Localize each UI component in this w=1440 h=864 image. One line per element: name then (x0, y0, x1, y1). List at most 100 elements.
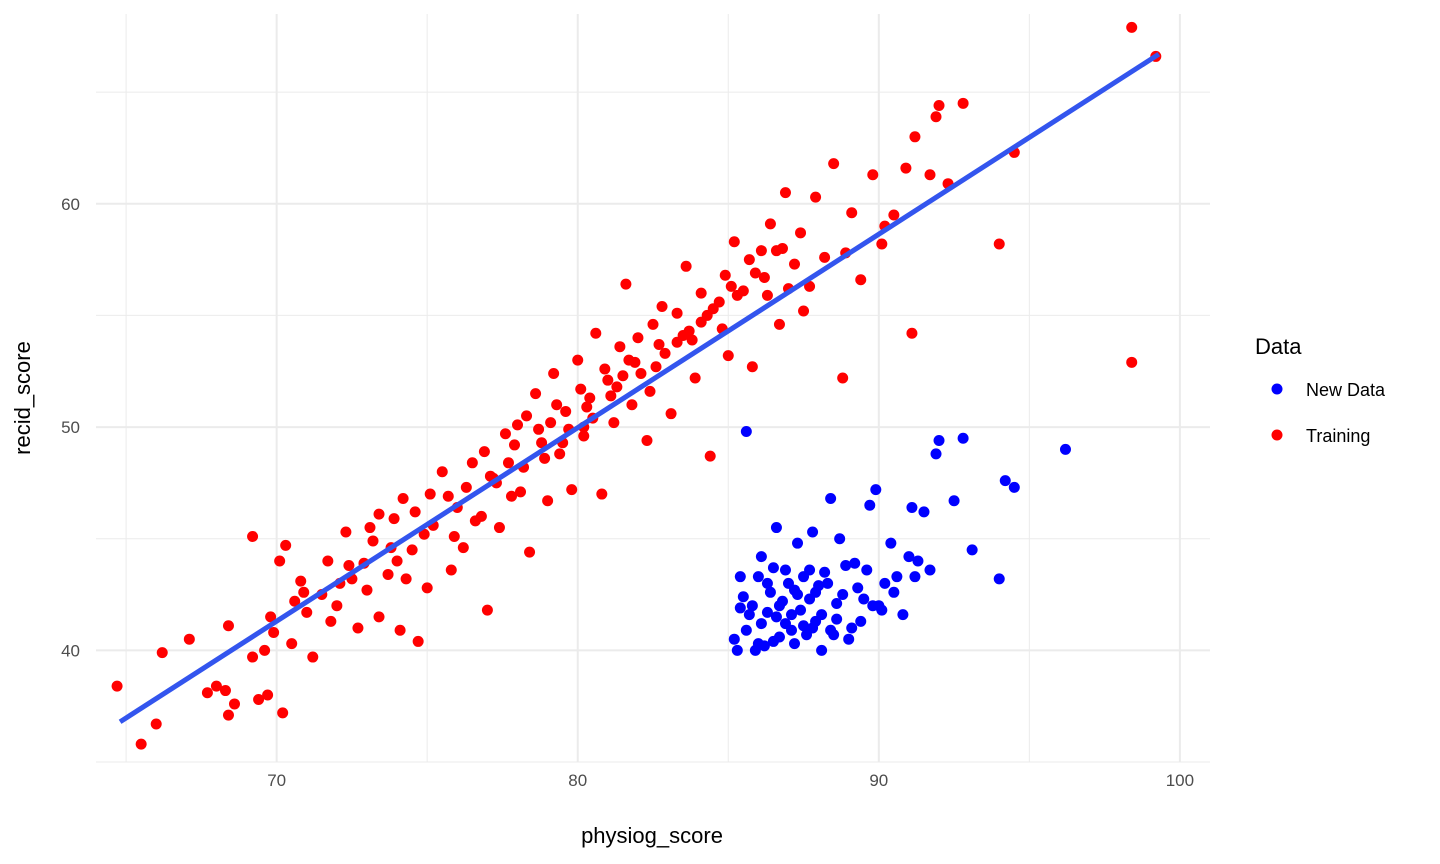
new-data-point (752, 571, 764, 583)
training-point (761, 289, 773, 301)
training-point (749, 267, 761, 279)
new-data-point (767, 635, 779, 647)
new-data-point (792, 589, 804, 601)
training-point (156, 647, 168, 659)
new-data-point (737, 591, 749, 603)
training-point (301, 606, 313, 618)
training-point (680, 260, 692, 272)
new-data-point (885, 537, 897, 549)
training-point (704, 450, 716, 462)
training-point (274, 555, 286, 567)
training-point (533, 423, 545, 435)
training-point (222, 620, 234, 632)
training-point (286, 638, 298, 650)
training-point (605, 390, 617, 402)
training-point (448, 530, 460, 542)
y-tick-label: 40 (61, 641, 80, 660)
new-data-point (740, 624, 752, 636)
training-point (135, 738, 147, 750)
training-point (906, 327, 918, 339)
training-point (542, 495, 554, 507)
new-data-point (843, 633, 855, 645)
training-point (484, 470, 496, 482)
new-data-point (1059, 443, 1071, 455)
new-data-point (767, 562, 779, 574)
new-data-point (773, 600, 785, 612)
training-point (644, 385, 656, 397)
training-point (846, 207, 858, 219)
training-point (795, 227, 807, 239)
training-point (560, 405, 572, 417)
trend-line (118, 52, 1161, 724)
legend-title: Data (1255, 334, 1302, 359)
training-point (364, 522, 376, 534)
training-point (536, 437, 548, 449)
training-point (478, 446, 490, 458)
new-data-point (785, 609, 797, 621)
new-data-point (876, 604, 888, 616)
training-point (259, 644, 271, 656)
new-data-point (740, 426, 752, 438)
training-point (650, 361, 662, 373)
new-data-point (792, 537, 804, 549)
training-point (930, 111, 942, 123)
training-point (466, 457, 478, 469)
training-point (548, 367, 560, 379)
training-point (575, 383, 587, 395)
new-data-point (789, 638, 801, 650)
new-data-point (918, 506, 930, 518)
training-point (469, 515, 481, 527)
new-data-point (743, 609, 755, 621)
training-point (331, 600, 343, 612)
training-point (900, 162, 912, 174)
training-point (382, 568, 394, 580)
x-axis-title: physiog_score (581, 823, 723, 848)
new-data-point (846, 622, 858, 634)
training-point (421, 582, 433, 594)
new-data-point (810, 586, 822, 598)
training-point (554, 448, 566, 460)
new-data-point (897, 609, 909, 621)
training-point (689, 372, 701, 384)
training-point (867, 169, 879, 181)
training-point (1126, 21, 1138, 33)
training-point (632, 332, 644, 344)
new-data-point (849, 557, 861, 569)
training-point (909, 131, 921, 143)
training-point (150, 718, 162, 730)
training-point (590, 327, 602, 339)
new-data-point (837, 589, 849, 601)
training-point (352, 622, 364, 634)
training-point (1126, 356, 1138, 368)
x-tick-labels: 70 80 90 100 (267, 771, 1194, 790)
training-point (653, 338, 665, 350)
training-point (183, 633, 195, 645)
new-data-point (785, 624, 797, 636)
training-point (755, 245, 767, 257)
y-tick-labels: 40 50 60 (61, 195, 80, 661)
training-point (602, 374, 614, 386)
new-data-point (816, 609, 828, 621)
new-data-point (825, 624, 837, 636)
new-data-point (966, 544, 978, 556)
new-data-point (933, 434, 945, 446)
training-point (725, 280, 737, 292)
new-data-point (957, 432, 969, 444)
new-data-point (779, 564, 791, 576)
new-data-point (761, 577, 773, 589)
training-point (804, 280, 816, 292)
training-point (551, 399, 563, 411)
new-data-point (761, 606, 773, 618)
new-data-point (731, 644, 743, 656)
y-tick-label: 50 (61, 418, 80, 437)
new-data-point (816, 644, 828, 656)
training-point (578, 430, 590, 442)
new-data-point (924, 564, 936, 576)
training-point (641, 434, 653, 446)
new-data-point (746, 600, 758, 612)
new-data-point (993, 573, 1005, 585)
new-data-point (831, 613, 843, 625)
training-point (373, 611, 385, 623)
x-tick-label: 100 (1166, 771, 1194, 790)
new-data-point (807, 622, 819, 634)
